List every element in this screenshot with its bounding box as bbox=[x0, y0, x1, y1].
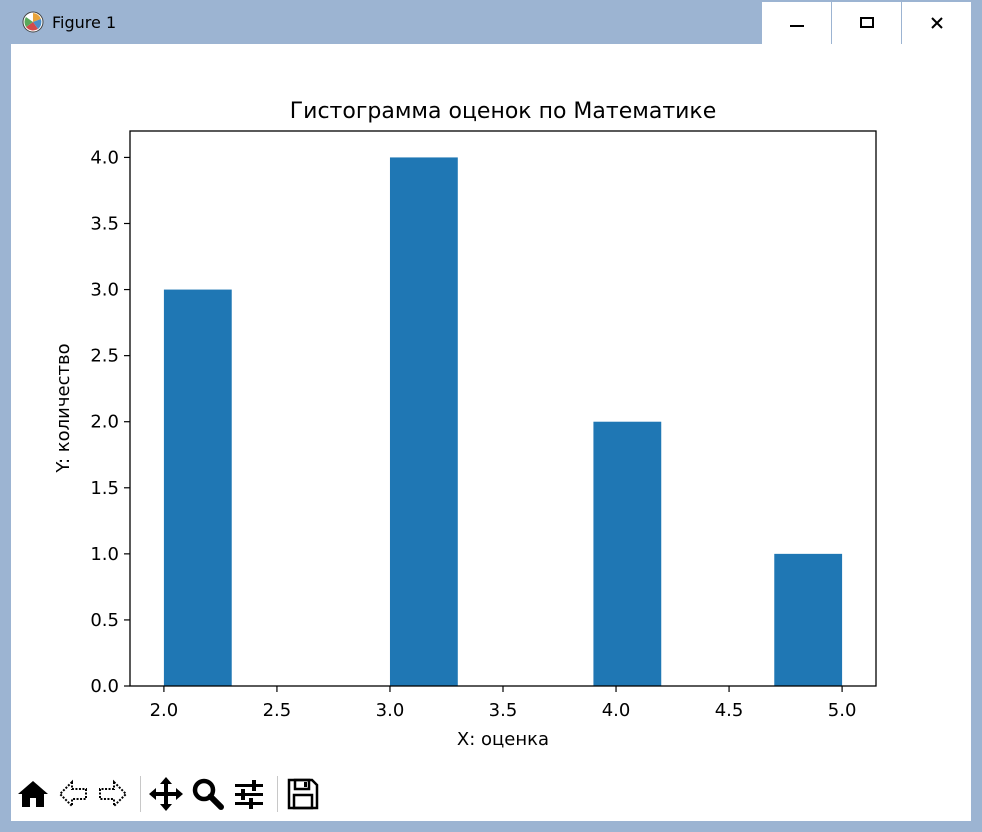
x-tick-label: 3.5 bbox=[489, 700, 518, 721]
y-tick-label: 4.0 bbox=[90, 147, 119, 168]
zoom-button[interactable] bbox=[188, 774, 228, 814]
x-tick-label: 3.0 bbox=[376, 700, 405, 721]
y-tick-label: 2.0 bbox=[90, 412, 119, 433]
forward-arrow-icon bbox=[99, 779, 128, 809]
y-tick-label: 0.5 bbox=[90, 610, 119, 631]
title-bar[interactable]: Figure 1 bbox=[0, 0, 982, 44]
back-button[interactable] bbox=[53, 774, 93, 814]
y-tick-label: 2.5 bbox=[90, 346, 119, 367]
x-axis-label: X: оценка bbox=[457, 729, 549, 750]
y-axis-ticks: 0.0 0.5 1.0 1.5 2.0 2.5 3.0 3.5 4.0 bbox=[90, 147, 130, 697]
x-tick-label: 2.0 bbox=[150, 700, 179, 721]
maximize-button[interactable] bbox=[832, 2, 901, 44]
x-axis-ticks: 2.0 2.5 3.0 3.5 4.0 4.5 5.0 bbox=[150, 686, 857, 721]
forward-button[interactable] bbox=[93, 774, 133, 814]
histogram-bar-3 bbox=[593, 421, 662, 686]
pan-button[interactable] bbox=[146, 774, 186, 814]
histogram-bar-4 bbox=[774, 553, 843, 686]
bars-group bbox=[163, 157, 843, 686]
back-arrow-icon bbox=[58, 779, 87, 809]
y-tick-label: 1.5 bbox=[90, 478, 119, 499]
chart-title: Гистограмма оценок по Математике bbox=[290, 99, 717, 124]
matplotlib-icon bbox=[22, 11, 44, 33]
maximize-icon bbox=[859, 17, 874, 28]
sliders-icon bbox=[235, 780, 263, 809]
minimize-icon bbox=[789, 25, 804, 27]
histogram-bar-2 bbox=[389, 157, 458, 686]
y-tick-label: 0.0 bbox=[90, 676, 119, 697]
close-icon bbox=[930, 17, 943, 29]
y-tick-label: 3.5 bbox=[90, 214, 119, 235]
save-button[interactable] bbox=[283, 774, 323, 814]
move-icon bbox=[149, 777, 183, 811]
subplots-button[interactable] bbox=[229, 774, 269, 814]
figure-canvas[interactable]: Гистограмма оценок по Математике 2.0 2.5 3… bbox=[11, 44, 971, 821]
x-tick-label: 2.5 bbox=[263, 700, 292, 721]
close-button[interactable] bbox=[902, 2, 971, 44]
y-axis-label: Y: количество bbox=[53, 343, 74, 473]
x-tick-label: 4.5 bbox=[715, 700, 744, 721]
plot-frame bbox=[129, 130, 877, 687]
toolbar-separator bbox=[140, 776, 141, 812]
navigation-toolbar bbox=[11, 770, 341, 818]
histogram-chart: Гистограмма оценок по Математике 2.0 2.5 3… bbox=[53, 99, 877, 750]
histogram-bar-1 bbox=[163, 289, 232, 686]
zoom-icon bbox=[192, 778, 224, 810]
y-tick-label: 1.0 bbox=[90, 544, 119, 565]
x-tick-label: 4.0 bbox=[602, 700, 631, 721]
home-button[interactable] bbox=[13, 774, 53, 814]
window-title: Figure 1 bbox=[52, 13, 117, 32]
toolbar-separator bbox=[277, 776, 278, 812]
home-icon bbox=[18, 781, 48, 807]
save-icon bbox=[287, 778, 319, 810]
x-tick-label: 5.0 bbox=[828, 700, 857, 721]
y-tick-label: 3.0 bbox=[90, 280, 119, 301]
minimize-button[interactable] bbox=[762, 2, 831, 44]
